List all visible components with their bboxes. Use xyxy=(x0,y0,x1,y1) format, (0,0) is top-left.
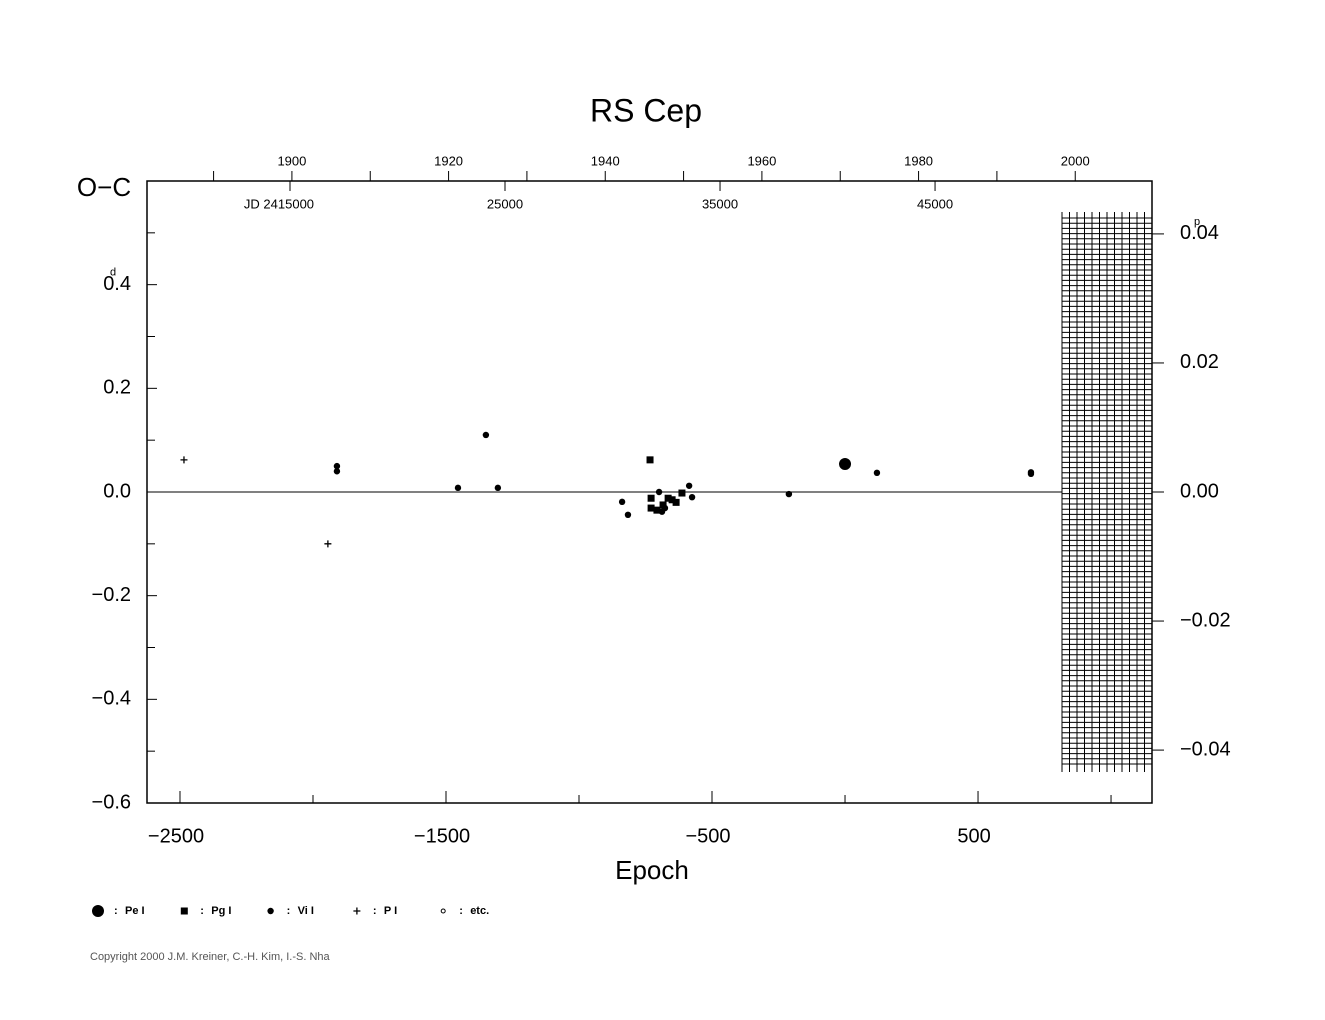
point-pg xyxy=(668,496,676,504)
legend-label: etc. xyxy=(470,905,489,917)
y-tick-label: 0.2 xyxy=(103,377,131,399)
point-vi xyxy=(655,488,663,496)
chart-title: RS Cep xyxy=(590,92,702,128)
legend-separator: : xyxy=(373,905,377,917)
point-vi xyxy=(494,484,502,492)
copyright: Copyright 2000 J.M. Kreiner, C.-H. Kim, … xyxy=(90,951,331,963)
hatch-region xyxy=(1061,212,1153,772)
point-pg xyxy=(659,501,667,509)
year-tick-label: 1980 xyxy=(904,153,933,168)
y-axis-label: O−C xyxy=(77,172,131,202)
legend-symbol xyxy=(92,905,104,917)
y-tick-label: −0.6 xyxy=(92,791,131,813)
x-tick-label: −2500 xyxy=(148,825,204,847)
jd-tick-label: 45000 xyxy=(917,196,953,211)
y-tick-label: −0.2 xyxy=(92,584,131,606)
point-vi xyxy=(618,498,626,506)
point-pg xyxy=(647,494,655,502)
point-pg xyxy=(678,489,686,497)
jd-label: JD 2415000 xyxy=(244,196,314,211)
legend-symbol xyxy=(267,907,274,915)
point-vi xyxy=(482,431,490,439)
point-p xyxy=(324,540,332,548)
legend-label: P I xyxy=(384,905,397,917)
y2-tick-label: 0.00 xyxy=(1180,480,1219,502)
x-tick-label: −1500 xyxy=(414,825,470,847)
jd-tick-label: 35000 xyxy=(702,196,738,211)
point-pg xyxy=(672,498,680,506)
x-tick-label: 500 xyxy=(957,825,990,847)
legend-separator: : xyxy=(459,905,463,917)
point-pg xyxy=(653,506,661,514)
y2-tick-label: −0.04 xyxy=(1180,738,1231,760)
year-tick-label: 1920 xyxy=(434,153,463,168)
point-vi xyxy=(785,490,793,498)
x-tick-label: −500 xyxy=(685,825,730,847)
point-p xyxy=(180,456,188,464)
point-vi xyxy=(685,482,693,489)
point-vi xyxy=(661,504,669,512)
point-vi xyxy=(1027,469,1035,476)
y-tick-label: 0.0 xyxy=(103,480,131,502)
year-tick-label: 2000 xyxy=(1061,153,1090,168)
legend-symbol xyxy=(440,908,446,914)
legend-separator: : xyxy=(114,905,118,917)
legend-separator: : xyxy=(287,905,291,917)
y-tick-label: −0.4 xyxy=(92,688,131,710)
year-tick-label: 1900 xyxy=(277,153,306,168)
point-vi xyxy=(454,484,462,492)
point-pe xyxy=(839,458,852,471)
x-axis-label: Epoch xyxy=(615,855,689,885)
year-tick-label: 1940 xyxy=(591,153,620,168)
legend-label: Vi I xyxy=(298,905,314,917)
legend-label: Pg I xyxy=(211,905,231,917)
legend-symbol xyxy=(180,907,188,915)
point-pg xyxy=(664,494,672,502)
y2-unit: p xyxy=(1194,216,1200,228)
point-pg xyxy=(647,504,655,512)
y-unit: d xyxy=(110,267,116,279)
point-pg xyxy=(646,456,654,464)
point-vi xyxy=(624,511,632,519)
point-vi xyxy=(688,493,696,501)
y2-tick-label: −0.02 xyxy=(1180,609,1231,631)
year-tick-label: 1960 xyxy=(747,153,776,168)
point-vi xyxy=(333,468,341,475)
legend-label: Pe I xyxy=(125,905,145,917)
y-tick-label: 0.4 xyxy=(103,273,131,295)
point-vi xyxy=(873,469,881,477)
legend-symbol xyxy=(353,907,361,915)
point-vi xyxy=(333,462,341,470)
y2-tick-label: 0.02 xyxy=(1180,351,1219,373)
legend-separator: : xyxy=(200,905,204,917)
y2-tick-label: 0.04 xyxy=(1180,222,1219,244)
jd-tick-label: 25000 xyxy=(487,196,523,211)
